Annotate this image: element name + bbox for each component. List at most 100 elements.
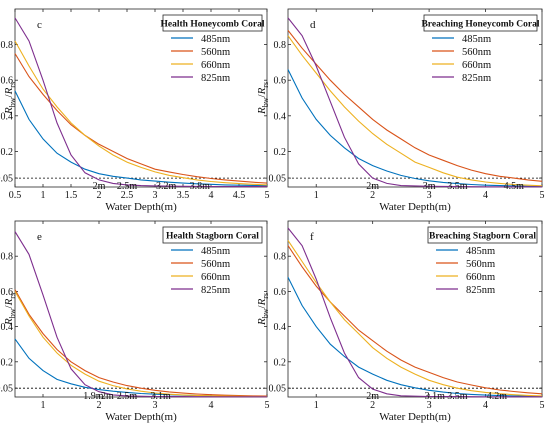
y-tick-label: 0.2 [274,357,287,368]
chart-panel-d: 1 2 3 4 5 0.05 0.2 0.4 0.6 0.8 2m 3m 3.5m 4.5m d Water … [256,8,545,213]
series-line-560nm [14,53,268,184]
legend: Health Stagborn Coral 485nm 560nm 660nm 825n… [162,226,263,300]
y-axis-label-sub1: bw [261,97,270,107]
legend-entries-bg [428,244,537,300]
legend-entry-label: 560nm [466,259,495,270]
depth-annotation: 2.5m [117,391,138,402]
depth-annotation: 3.5m [447,181,468,192]
legend: Breaching Stagborn Coral 485nm 560nm 660nm 8… [427,226,538,300]
series-line-825nm [14,231,267,398]
y-tick-label: 0.4 [1,322,14,333]
legend-entry-label: 560nm [462,47,491,58]
depth-annotation: 2m [366,391,379,402]
y-axis-label-sub2: rs [261,293,270,299]
x-axis-label: Water Depth(m) [105,411,177,423]
x-tick-label: 1 [314,400,319,411]
legend-title: Breaching Honeycomb Coral [421,20,539,30]
y-axis-label-sub1: bw [8,308,17,318]
y-tick-label: 0.8 [1,252,14,263]
legend-entry-label: 825nm [201,285,230,296]
legend-entry-label: 825nm [462,73,491,84]
y-axis-label-main2: R [256,87,268,95]
depth-annotation: 2m [101,391,114,402]
depth-annotation: 2.5m [117,181,138,192]
x-tick-label: 4 [483,190,488,201]
x-tick-label: 3 [153,190,158,201]
legend-entries-bg [163,32,262,88]
y-tick-label: 0.8 [274,40,287,51]
y-axis-label: Rbw/Rrs [256,82,270,115]
legend-entries-bg [163,244,262,300]
x-tick-label: 2 [97,400,102,411]
y-tick-label: 0.2 [274,147,287,158]
series-line-485nm [287,277,543,397]
x-tick-label: 5 [265,400,270,411]
y-axis-label-main: R [256,318,268,326]
legend: Health Honeycomb Coral 485nm 560nm 660nm 825… [161,14,265,88]
y-axis-label-main2: R [3,298,15,306]
x-tick-label: 2 [370,190,375,201]
legend-title: Health Stagborn Coral [166,232,259,242]
x-tick-label: 3.5 [177,190,190,201]
y-axis-label-sub2: rs [8,293,17,299]
depth-annotation: 3.1m [150,391,171,402]
y-tick-label: 0.8 [274,252,287,263]
x-tick-label: 1 [41,190,46,201]
legend-entry-label: 825nm [466,285,495,296]
x-tick-label: 5 [540,400,545,411]
x-tick-label: 4 [209,190,214,201]
legend-title: Health Honeycomb Coral [161,20,265,30]
x-tick-label: 4 [483,400,488,411]
legend-entry-label: 485nm [462,34,491,45]
y-tick-label: 0.05 [0,174,13,185]
x-tick-label: 2 [97,190,102,201]
legend-entry-label: 560nm [201,47,230,58]
panel-letter: c [37,19,42,31]
y-tick-label: 0.6 [274,287,287,298]
x-tick-label: 3 [153,400,158,411]
y-axis-label: Rbw/Rrs [3,82,17,115]
depth-annotation: 2m [366,181,379,192]
y-tick-label: 0.8 [1,40,14,51]
series-line-660nm [287,240,543,397]
y-tick-label: 0.05 [0,384,13,395]
y-tick-label: 0.6 [1,287,14,298]
x-tick-label: 1.5 [65,190,78,201]
depth-annotation: 4.5m [504,181,525,192]
x-axis-label: Water Depth(m) [379,411,451,423]
depth-annotation: 2m [93,181,106,192]
y-axis-label: Rbw/Rrs [3,293,17,326]
y-tick-label: 0.6 [1,76,14,87]
series-line-825nm [14,17,267,188]
depth-annotation: 3.1m [425,391,446,402]
x-tick-label: 1 [41,400,46,411]
x-tick-label: 4.5 [233,190,246,201]
series-line-560nm [287,30,543,182]
panel-letter: f [310,231,314,243]
series-line-560nm [14,289,268,397]
x-tick-label: 5 [265,190,270,201]
chart-panel-c: 0.5 1 1.5 2 2.5 3 3.5 4 4.5 5 0.05 0.2 0.4 0.6 0.8 2m 2.… [0,8,270,213]
y-tick-label: 0.4 [274,111,287,122]
depth-annotation: 3.8m [190,181,211,192]
y-axis-label-slash: / [3,304,15,308]
y-tick-label: 0.05 [269,384,287,395]
y-tick-label: 0.6 [274,76,287,87]
y-axis-label-slash: / [3,93,15,97]
series-line-660nm [14,40,268,186]
y-axis-label-main: R [3,318,15,326]
chart-panel-f: 1 2 3 4 5 0.05 0.2 0.4 0.6 0.8 2m 3.1m 3.5m 4.2m f Wate… [256,220,545,423]
legend-title: Breaching Stagborn Coral [429,232,536,242]
legend-entry-label: 485nm [201,246,230,257]
x-tick-label: 1 [314,190,319,201]
x-tick-label: 5 [540,190,545,201]
y-axis-label-sub2: rs [8,82,17,88]
y-tick-label: 0.2 [1,357,14,368]
series-line-660nm [14,291,268,398]
x-tick-label: 2 [370,400,375,411]
series-line-660nm [287,35,543,187]
legend-entry-label: 485nm [201,34,230,45]
y-axis-label: Rbw/Rrs [256,293,270,326]
